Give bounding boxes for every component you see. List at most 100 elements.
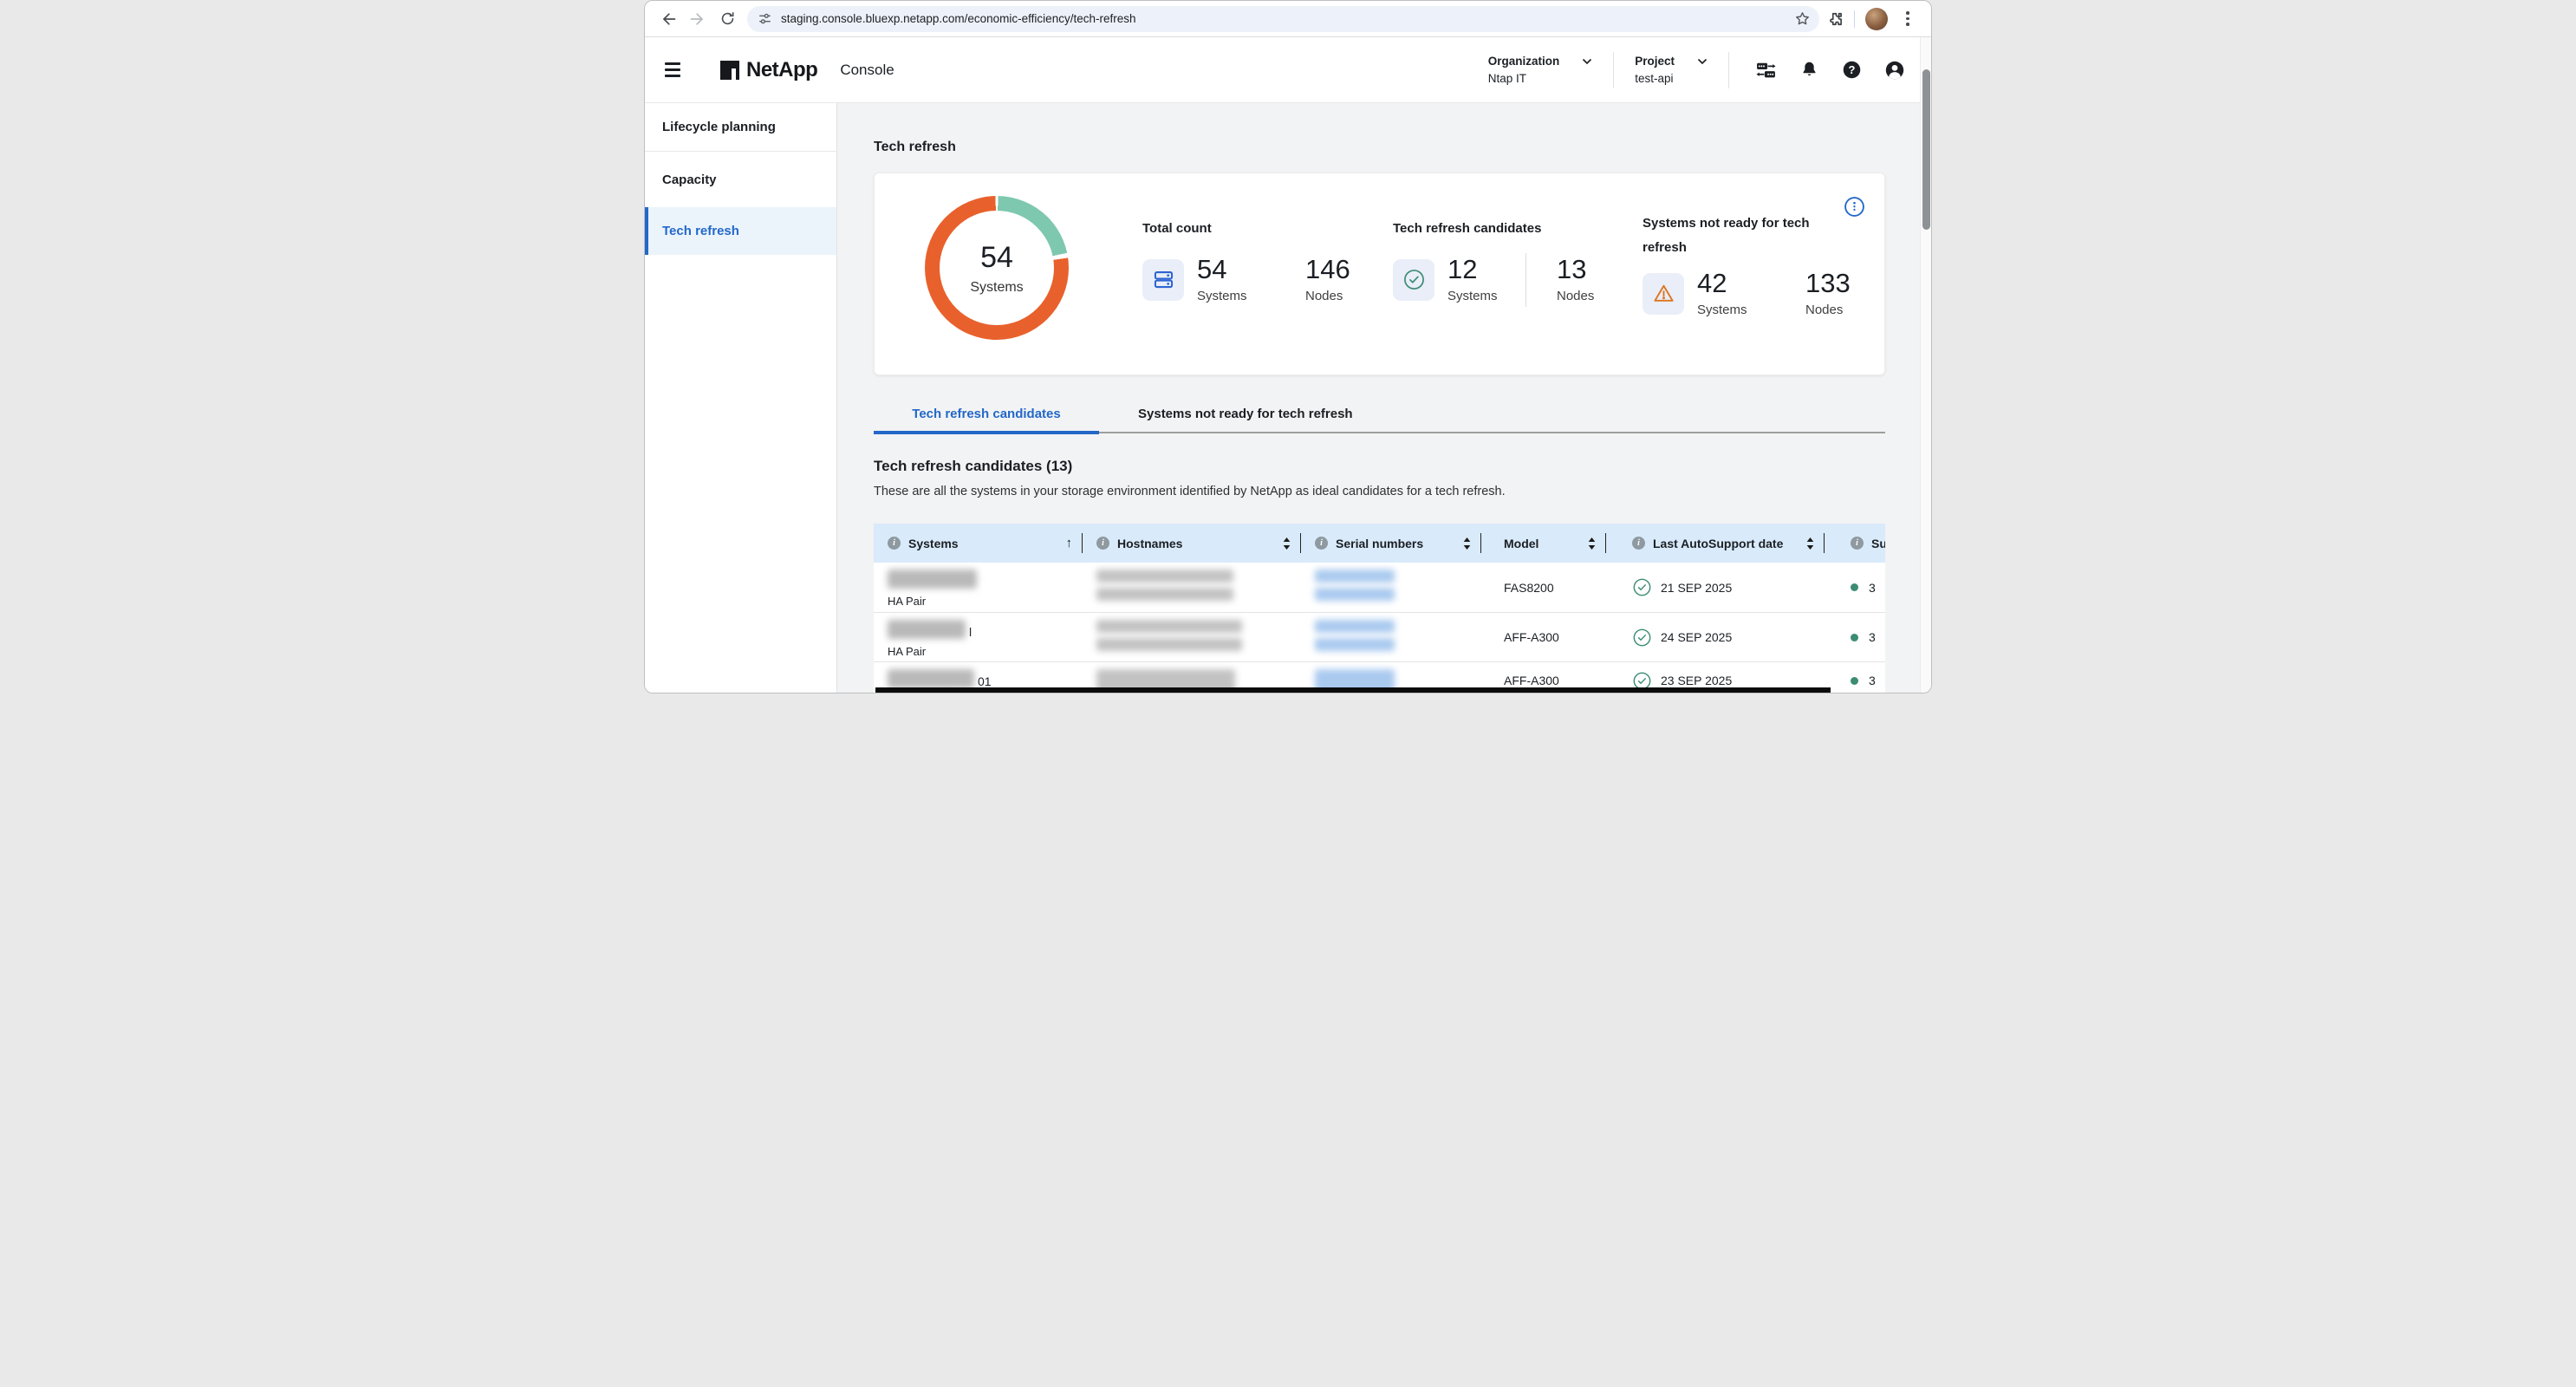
info-icon[interactable]: i — [888, 537, 901, 550]
redacted-hostname — [1096, 588, 1233, 601]
organization-dropdown[interactable]: Organization Ntap IT — [1467, 55, 1614, 85]
organization-value: Ntap IT — [1487, 72, 1526, 85]
table-header-row: i Systems ↑ i Hostnames i Serial numbers — [874, 524, 1885, 563]
project-value: test-api — [1635, 72, 1674, 85]
header-divider — [1613, 51, 1615, 88]
candidates-systems-value: 12 — [1447, 254, 1478, 285]
organization-label: Organization — [1487, 55, 1560, 68]
serial-numbers-cell[interactable] — [1301, 613, 1481, 661]
main-content: Tech refresh 54 Systems Total count — [837, 103, 1931, 693]
netapp-console-window: staging.console.bluexp.netapp.com/econom… — [644, 0, 1932, 694]
table-row[interactable]: HA Pair FAS8200 — [874, 563, 1885, 612]
support-cell: 3 — [1825, 563, 1885, 612]
bookmark-star-icon[interactable] — [1794, 10, 1811, 27]
column-header-systems[interactable]: i Systems ↑ — [874, 524, 1083, 563]
section-description: These are all the systems in your storag… — [874, 485, 1506, 498]
column-header-hostnames[interactable]: i Hostnames — [1083, 524, 1301, 563]
check-circle-icon — [1633, 578, 1651, 596]
total-systems-label: Systems — [1197, 289, 1247, 304]
page-title: Tech refresh — [874, 140, 956, 154]
url-text[interactable]: staging.console.bluexp.netapp.com/econom… — [781, 12, 1136, 25]
hamburger-menu-icon[interactable] — [665, 62, 680, 77]
systems-donut-chart: 54 Systems — [925, 196, 1069, 340]
info-icon[interactable]: i — [1632, 537, 1645, 550]
model-cell: AFF-A300 — [1504, 630, 1559, 644]
redacted-hostname — [1096, 570, 1233, 583]
info-icon[interactable] — [1844, 196, 1865, 218]
stat-divider — [1525, 252, 1526, 307]
model-cell: AFF-A300 — [1504, 674, 1559, 687]
check-circle-icon — [1393, 258, 1434, 301]
autosupport-date-cell: 21 SEP 2025 — [1606, 563, 1825, 612]
donut-total-value: 54 — [980, 240, 1013, 274]
redacted-hostname — [1096, 638, 1242, 651]
sidebar-item-capacity[interactable]: Capacity — [662, 172, 717, 187]
redacted-serial-link — [1315, 620, 1395, 633]
redacted-system-name — [888, 669, 974, 688]
info-icon[interactable]: i — [1096, 537, 1109, 550]
support-status-dot — [1851, 676, 1858, 685]
table-row[interactable]: l HA Pair AFF-A300 — [874, 612, 1885, 661]
sidebar-item-lifecycle-planning[interactable]: Lifecycle planning — [645, 103, 836, 152]
project-dropdown[interactable]: Project test-api — [1614, 55, 1728, 85]
extensions-icon[interactable] — [1826, 10, 1844, 28]
not-ready-group: Systems not ready for tech refresh 42 Sy… — [1643, 212, 1851, 321]
sort-icon[interactable] — [1806, 537, 1814, 550]
address-bar[interactable]: staging.console.bluexp.netapp.com/econom… — [747, 5, 1819, 32]
chevron-down-icon — [1697, 58, 1708, 64]
column-header-support[interactable]: i Su — [1825, 524, 1885, 563]
site-settings-icon[interactable] — [758, 11, 772, 26]
tab-systems-not-ready[interactable]: Systems not ready for tech refresh — [1138, 407, 1353, 421]
warning-icon — [1643, 272, 1684, 315]
sort-icon[interactable] — [1283, 537, 1291, 550]
tab-tech-refresh-candidates[interactable]: Tech refresh candidates — [874, 401, 1099, 434]
info-icon[interactable]: i — [1851, 537, 1864, 550]
sidebar: Lifecycle planning Capacity Tech refresh — [645, 103, 837, 693]
netapp-logo-mark — [720, 60, 739, 80]
column-header-serial-numbers[interactable]: i Serial numbers — [1301, 524, 1481, 563]
sidebar-item-tech-refresh[interactable]: Tech refresh — [645, 207, 836, 255]
sort-icon[interactable] — [1463, 537, 1471, 550]
connector-icon[interactable] — [1755, 59, 1777, 81]
check-circle-icon — [1633, 628, 1651, 646]
browser-profile-avatar[interactable] — [1865, 7, 1888, 30]
support-cell: 3 — [1825, 662, 1885, 693]
system-cell[interactable]: l HA Pair — [874, 613, 1083, 661]
sort-icon[interactable] — [1588, 537, 1596, 550]
reload-icon[interactable] — [712, 4, 742, 34]
candidates-group: Tech refresh candidates 12 Systems 13 No — [1393, 217, 1632, 307]
serial-numbers-cell[interactable] — [1301, 563, 1481, 612]
toolbar-divider — [1854, 10, 1855, 28]
column-header-last-autosupport-date[interactable]: i Last AutoSupport date — [1606, 524, 1825, 563]
support-status-dot — [1851, 583, 1858, 591]
hostnames-cell — [1083, 563, 1301, 612]
scrollbar-thumb[interactable] — [1922, 69, 1930, 230]
netapp-logo[interactable]: NetApp — [720, 58, 818, 82]
autosupport-date-cell: 24 SEP 2025 — [1606, 613, 1825, 661]
account-icon[interactable] — [1884, 60, 1905, 81]
help-icon[interactable]: ? — [1842, 60, 1862, 80]
support-status-dot — [1851, 633, 1858, 641]
redaction-bar — [875, 687, 1831, 693]
redacted-serial-link — [1315, 570, 1395, 583]
info-icon[interactable]: i — [1315, 537, 1328, 550]
servers-icon — [1142, 258, 1184, 301]
sort-ascending-icon[interactable]: ↑ — [1065, 536, 1073, 550]
total-nodes-value: 146 — [1305, 254, 1350, 285]
system-cell[interactable]: HA Pair — [874, 563, 1083, 612]
svg-text:?: ? — [1849, 63, 1856, 76]
system-cell[interactable]: 01 — [874, 662, 1083, 693]
page-scrollbar[interactable] — [1920, 37, 1931, 693]
column-header-model[interactable]: Model — [1481, 524, 1606, 563]
back-icon[interactable] — [654, 4, 683, 34]
hostnames-cell — [1083, 613, 1301, 661]
total-nodes-label: Nodes — [1305, 289, 1343, 304]
model-cell: FAS8200 — [1504, 580, 1554, 595]
browser-toolbar: staging.console.bluexp.netapp.com/econom… — [645, 1, 1931, 37]
forward-icon[interactable] — [683, 4, 712, 34]
browser-menu-icon[interactable] — [1893, 4, 1922, 34]
notifications-bell-icon[interactable] — [1799, 60, 1819, 80]
console-header: NetApp Console Organization Ntap IT Proj… — [645, 37, 1931, 103]
candidates-nodes-value: 13 — [1557, 254, 1587, 285]
section-title: Tech refresh candidates (13) — [874, 458, 1073, 474]
